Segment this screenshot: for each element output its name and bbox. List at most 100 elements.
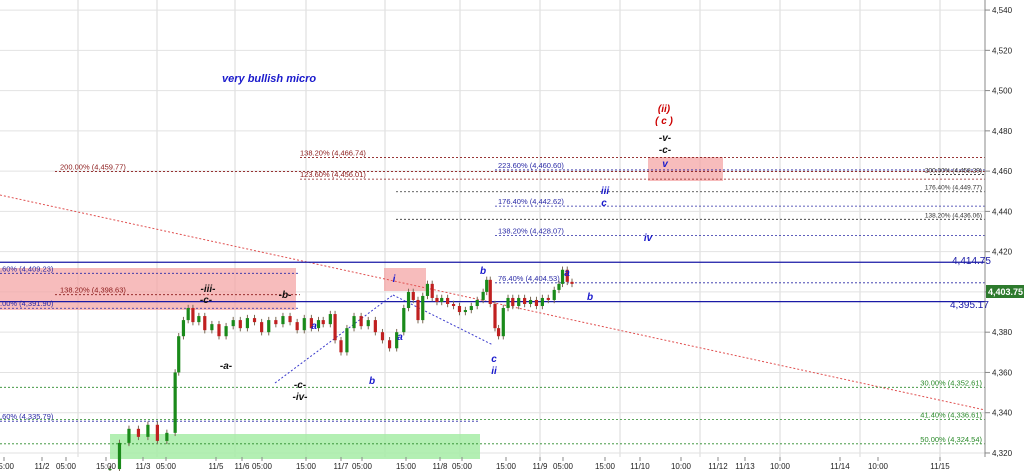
wave-label: -c- bbox=[200, 295, 213, 306]
candle-body bbox=[560, 269, 565, 284]
y-tick-label: 4,320 bbox=[992, 449, 1013, 458]
fib-levels: 138.20% (4,466.74) 123.60% (4,456.01) 200.… bbox=[0, 149, 985, 445]
fib-level-label: 50.00% (4,324.54) bbox=[920, 435, 982, 444]
y-tick-label: 4,520 bbox=[992, 46, 1013, 55]
candle-body bbox=[421, 295, 425, 321]
candle-body bbox=[506, 297, 510, 309]
candle-body bbox=[238, 320, 242, 329]
candle-body bbox=[117, 442, 122, 470]
candle-body bbox=[451, 303, 456, 307]
candle-body bbox=[440, 297, 444, 302]
y-tick-label: 4,360 bbox=[992, 368, 1013, 377]
candle-body bbox=[493, 303, 497, 329]
fib-level-label: 123.60% (4,456.01) bbox=[300, 170, 366, 179]
fib-level-label: 223.60% (4,460.60) bbox=[498, 161, 564, 170]
x-tick-label: 11/6 bbox=[235, 462, 251, 471]
candle-body bbox=[333, 314, 337, 341]
candle-body bbox=[309, 318, 313, 329]
upper-left-zone bbox=[0, 268, 296, 310]
candle-body bbox=[165, 432, 169, 441]
price-series bbox=[108, 266, 574, 471]
candle-body bbox=[177, 336, 181, 373]
candle-body bbox=[395, 332, 399, 349]
x-tick-label: 15:00 bbox=[0, 462, 15, 471]
x-tick-label: 11/14 bbox=[830, 462, 850, 471]
time-axis: 15:0011/205:0015:0011/305:0011/511/605:0… bbox=[0, 457, 950, 471]
wave-label: ii bbox=[491, 366, 497, 377]
wave-label: ( c ) bbox=[655, 116, 673, 127]
x-tick-label: 10:00 bbox=[671, 462, 692, 471]
candle-body bbox=[366, 320, 370, 327]
x-tick-label: 05:00 bbox=[452, 462, 473, 471]
candle-body bbox=[127, 428, 131, 443]
x-tick-label: 05:00 bbox=[553, 462, 574, 471]
candle-body bbox=[288, 316, 292, 323]
candle-body bbox=[210, 324, 214, 331]
y-tick-label: 4,420 bbox=[992, 248, 1013, 257]
x-tick-label: 11/9 bbox=[533, 462, 549, 471]
candle-body bbox=[316, 320, 321, 329]
candle-body bbox=[565, 269, 569, 282]
fib-level-label: 176.40% (4,442.62) bbox=[498, 197, 564, 206]
x-tick-label: 15:00 bbox=[296, 462, 317, 471]
candle-body bbox=[345, 328, 349, 353]
x-tick-label: 10:00 bbox=[770, 462, 791, 471]
x-tick-label: 15:00 bbox=[595, 462, 616, 471]
x-tick-label: 11/8 bbox=[433, 462, 449, 471]
wave-label: -v- bbox=[659, 133, 672, 144]
wave-label: b bbox=[480, 266, 486, 277]
wave-label: (ii) bbox=[658, 104, 671, 115]
fib-level-label: 200.00% (4,458.29) bbox=[925, 168, 982, 175]
wave-label: c bbox=[601, 198, 607, 209]
candle-body bbox=[339, 340, 343, 353]
wave-i-zone bbox=[384, 268, 426, 291]
wave-label: -a- bbox=[220, 361, 233, 372]
candle-body bbox=[321, 320, 325, 325]
candle-body bbox=[402, 308, 406, 333]
candle-body bbox=[231, 320, 235, 327]
candle-body bbox=[373, 320, 377, 333]
fib-level-label: .00% (4,391.90) bbox=[0, 299, 54, 308]
x-tick-label: 11/3 bbox=[136, 462, 152, 471]
wave-channel-line bbox=[392, 294, 494, 346]
wave-label: -iii- bbox=[201, 284, 217, 295]
wave-label: a bbox=[311, 321, 317, 332]
candle-body bbox=[446, 297, 450, 304]
candle-body bbox=[463, 310, 467, 313]
last-price-value: 4,403.75 bbox=[988, 287, 1023, 297]
candle-body bbox=[191, 308, 195, 323]
candle-body bbox=[475, 299, 479, 307]
wave-label: -b- bbox=[279, 290, 292, 301]
candle-body bbox=[570, 281, 574, 284]
x-tick-label: 05:00 bbox=[252, 462, 273, 471]
x-tick-label: 11/2 bbox=[35, 462, 51, 471]
candle-body bbox=[557, 283, 561, 290]
candle-body bbox=[511, 297, 515, 307]
fib-level-label: 41.40% (4,336.61) bbox=[920, 411, 982, 420]
fib-level-label: 138.20% (4,398.63) bbox=[60, 286, 126, 295]
fib-level-label: 200.00% (4,459.77) bbox=[60, 163, 126, 172]
candle-body bbox=[528, 299, 533, 304]
level-label-4414: 4,414.75 bbox=[952, 256, 991, 267]
wave-label: a bbox=[564, 268, 570, 279]
fib-level-label: 30.00% (4,352.61) bbox=[920, 378, 982, 387]
candle-body bbox=[523, 297, 527, 304]
candle-body bbox=[260, 322, 264, 333]
y-tick-label: 4,500 bbox=[992, 87, 1013, 96]
candle-body bbox=[416, 299, 420, 321]
candle-body bbox=[534, 299, 539, 307]
candle-body bbox=[496, 328, 501, 337]
candle-body bbox=[430, 283, 434, 298]
x-tick-label: 11/15 bbox=[930, 462, 950, 471]
x-tick-label: 05:00 bbox=[352, 462, 373, 471]
wave-label: a bbox=[397, 332, 403, 343]
fib-level-label: 76.40% (4,404.53) bbox=[498, 274, 560, 283]
x-tick-label: 15:00 bbox=[96, 462, 117, 471]
fib-level-label: 176.40% (4,449.77) bbox=[925, 185, 982, 192]
fib-level-label: 138.20% (4,428.07) bbox=[498, 226, 564, 235]
candle-body bbox=[295, 322, 299, 331]
level-label-4395: 4,395.17 bbox=[950, 300, 989, 311]
x-tick-label: 11/10 bbox=[630, 462, 650, 471]
candle-body bbox=[457, 306, 462, 313]
candle-body bbox=[469, 306, 473, 311]
